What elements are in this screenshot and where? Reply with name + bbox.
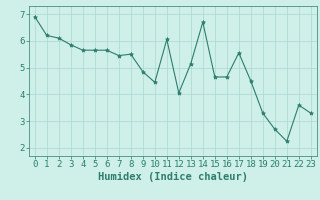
X-axis label: Humidex (Indice chaleur): Humidex (Indice chaleur): [98, 172, 248, 182]
